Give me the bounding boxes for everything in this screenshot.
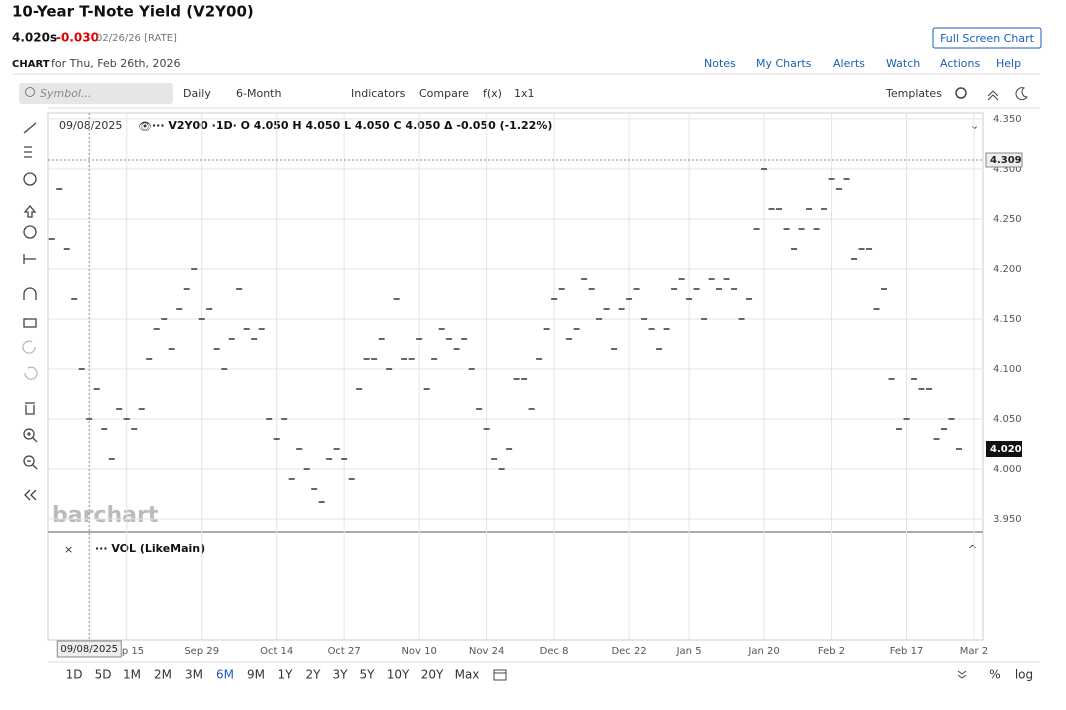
x-tick-label: Feb 2 <box>818 646 845 657</box>
y-tick-label: 4.350 <box>993 114 1022 125</box>
x-tick-label: Sep 15 <box>109 646 144 657</box>
period-button[interactable]: 5Y <box>360 668 376 682</box>
header-link[interactable]: Notes <box>704 57 736 70</box>
header-link[interactable]: Watch <box>886 57 920 70</box>
toolbar-item[interactable]: f(x) <box>483 87 502 100</box>
header-link[interactable]: Actions <box>940 57 980 70</box>
symbol-placeholder[interactable]: Symbol... <box>40 87 91 100</box>
header-link[interactable]: My Charts <box>756 57 812 70</box>
y-tick-label: 4.050 <box>993 414 1022 425</box>
calendar-icon[interactable] <box>493 669 507 681</box>
scale-toggle[interactable]: log <box>1015 668 1033 682</box>
last-price: 4.020 <box>990 444 1022 455</box>
period-button[interactable]: 5D <box>95 668 112 682</box>
watermark: barchart <box>52 503 159 528</box>
period-button[interactable]: 2Y <box>306 668 322 682</box>
full-screen-button[interactable] <box>932 27 1042 49</box>
settings-icon[interactable] <box>955 87 967 99</box>
change: -0.030 <box>56 31 99 45</box>
x-tick-label: Sep 29 <box>184 646 219 657</box>
period-button[interactable]: 6M <box>216 668 234 682</box>
x-tick-label: Oct 27 <box>328 646 361 657</box>
expand-icon[interactable] <box>957 670 967 679</box>
toolbar-item[interactable]: Indicators <box>351 87 406 100</box>
y-tick-label: 4.300 <box>993 164 1022 175</box>
full-screen-text[interactable]: Full Screen Chart <box>940 32 1035 45</box>
x-tick-label: Dec 22 <box>611 646 646 657</box>
legend-date: 09/08/2025 <box>59 119 122 132</box>
chart-label: CHART <box>12 59 50 70</box>
toolbar-item[interactable]: Compare <box>419 87 469 100</box>
period-button[interactable]: 2M <box>154 668 172 682</box>
eye-icon[interactable]: 👁 <box>138 120 152 133</box>
header-link[interactable]: Alerts <box>833 57 865 70</box>
period-button[interactable]: 20Y <box>421 668 444 682</box>
period-button[interactable]: 1Y <box>278 668 294 682</box>
x-tick-label: Nov 24 <box>469 646 504 657</box>
drawing-tools[interactable] <box>22 122 38 501</box>
y-tick-label: 3.950 <box>993 514 1022 525</box>
title: 10-Year T-Note Yield (V2Y00) <box>12 3 254 21</box>
period-button[interactable]: 1D <box>66 668 83 682</box>
y-tick-label: 4.250 <box>993 214 1022 225</box>
y-tick-label: 4.150 <box>993 314 1022 325</box>
chart-for: for Thu, Feb 26th, 2026 <box>51 57 181 70</box>
legend: ··· V2Y00 ·1D· O 4.050 H 4.050 L 4.050 C… <box>152 119 552 132</box>
last-price-box <box>986 441 1022 457</box>
theme-icon[interactable] <box>1015 87 1028 101</box>
x-tick-label: Dec 8 <box>540 646 569 657</box>
close-icon[interactable]: × <box>64 543 73 556</box>
crosshair-date: 09/08/2025 <box>60 644 118 655</box>
last: 4.020s <box>12 31 57 45</box>
x-tick-label: Feb 17 <box>890 646 924 657</box>
crosshair-price-box <box>985 152 1023 168</box>
x-tick-label: Mar 2 <box>960 646 988 657</box>
x-tick-label: Oct 14 <box>260 646 293 657</box>
scale-toggle[interactable]: % <box>989 668 1000 682</box>
period-button[interactable]: 10Y <box>387 668 410 682</box>
toolbar-item[interactable]: Daily <box>183 87 211 100</box>
period-button[interactable]: 9M <box>247 668 265 682</box>
search-icon <box>25 87 35 97</box>
y-tick-label: 4.200 <box>993 264 1022 275</box>
period-button[interactable]: 3Y <box>333 668 349 682</box>
symbol-search[interactable] <box>19 83 173 104</box>
header-link[interactable]: Help <box>996 57 1021 70</box>
x-tick-label: Jan 5 <box>676 646 702 657</box>
period-button[interactable]: 3M <box>185 668 203 682</box>
templates[interactable]: Templates <box>885 87 942 100</box>
volume-toggle[interactable]: ^ <box>968 543 977 556</box>
y-tick-label: 4.000 <box>993 464 1022 475</box>
plot-frame <box>47 112 984 641</box>
crosshair-date-box <box>56 640 122 658</box>
crosshair-price: 4.309 <box>990 155 1022 166</box>
y-tick-label: 4.100 <box>993 364 1022 375</box>
date: 02/26/26 [RATE] <box>96 33 177 44</box>
toolbar-item[interactable]: 6-Month <box>236 87 281 100</box>
period-button[interactable]: 1M <box>123 668 141 682</box>
legend-toggle[interactable]: ⌄ <box>970 119 979 132</box>
toolbar-item[interactable]: 1x1 <box>514 87 535 100</box>
collapse-icon[interactable] <box>987 90 999 101</box>
volume-label: ··· VOL (LikeMain) <box>95 542 205 555</box>
x-tick-label: Jan 20 <box>747 646 779 657</box>
period-button[interactable]: Max <box>455 668 480 682</box>
x-tick-label: Nov 10 <box>401 646 436 657</box>
